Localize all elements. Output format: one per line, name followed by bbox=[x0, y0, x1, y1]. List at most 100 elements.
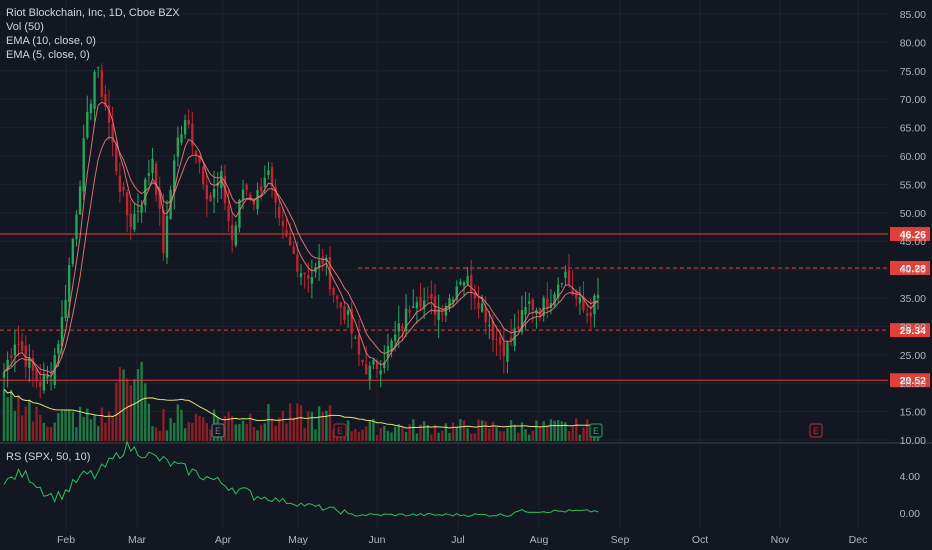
volume-bar bbox=[241, 420, 245, 441]
volume-bar bbox=[162, 408, 165, 441]
price-tick-label: 30.00 bbox=[900, 321, 926, 333]
legend-ema10[interactable]: EMA (10, close, 0) bbox=[6, 35, 96, 47]
candle-body bbox=[71, 239, 74, 265]
candle-body bbox=[531, 299, 534, 310]
candle-body bbox=[556, 284, 560, 298]
volume-bar bbox=[281, 410, 285, 441]
candle-body bbox=[136, 210, 140, 212]
candle-body bbox=[448, 298, 451, 309]
legend-ema5[interactable]: EMA (5, close, 0) bbox=[6, 49, 90, 61]
candle-body bbox=[270, 167, 274, 187]
price-level-badge bbox=[890, 261, 930, 276]
price-tick-label: 25.00 bbox=[900, 350, 926, 362]
candle-body bbox=[567, 269, 571, 284]
volume-bar bbox=[444, 423, 448, 441]
candle-body bbox=[473, 293, 477, 299]
volume-bar bbox=[205, 423, 209, 441]
volume-bar bbox=[6, 397, 9, 441]
candle-body bbox=[288, 236, 292, 246]
volume-bar bbox=[39, 415, 42, 441]
volume-bar bbox=[13, 410, 17, 441]
candle-body bbox=[198, 155, 201, 163]
volume-bar bbox=[346, 420, 350, 441]
price-tick-label: 40.00 bbox=[900, 265, 926, 277]
candle-body bbox=[542, 297, 545, 316]
candle-body bbox=[292, 246, 295, 255]
candle-body bbox=[375, 360, 379, 370]
volume-bar bbox=[477, 419, 480, 441]
candle-body bbox=[89, 103, 93, 114]
candle-body bbox=[278, 206, 281, 218]
time-tick-label: May bbox=[288, 534, 309, 546]
candle-body bbox=[82, 138, 85, 192]
candle-body bbox=[285, 229, 288, 236]
volume-bar bbox=[89, 419, 93, 441]
candle-body bbox=[259, 186, 263, 192]
earnings-marker-label: E bbox=[593, 426, 599, 436]
volume-bar bbox=[158, 430, 161, 441]
earnings-marker-label: E bbox=[215, 426, 221, 436]
time-axis[interactable]: Feb Mar Apr May Jun Jul Aug Sep Oct Nov Dec bbox=[57, 534, 867, 546]
volume-bar bbox=[506, 427, 509, 441]
rs-line bbox=[3, 440, 599, 517]
candle-body bbox=[585, 313, 589, 316]
candle-body bbox=[267, 170, 270, 176]
ema-line-5 bbox=[3, 101, 599, 378]
volume-bar bbox=[491, 421, 495, 441]
earnings-marker-box bbox=[809, 423, 823, 438]
candle-body bbox=[379, 370, 382, 375]
candle-body bbox=[162, 209, 165, 254]
volume-bar bbox=[256, 430, 259, 441]
price-axis[interactable]: 10.00 15.00 20.00 25.00 30.00 35.00 40.00 45.00… bbox=[900, 9, 926, 447]
candle-body bbox=[509, 336, 513, 342]
candle-body bbox=[517, 326, 520, 330]
volume-bar bbox=[187, 422, 190, 441]
volume-bar bbox=[53, 422, 56, 441]
volume-bar bbox=[198, 415, 201, 441]
volume-bar bbox=[546, 425, 549, 441]
volume-bar bbox=[194, 413, 198, 441]
candle-body bbox=[357, 334, 361, 355]
price-level-badge bbox=[890, 373, 930, 388]
candle-body bbox=[75, 214, 78, 240]
earnings-marker-box bbox=[211, 423, 225, 438]
volume-bar bbox=[111, 415, 114, 441]
rs-legend[interactable]: RS (SPX, 50, 10) bbox=[6, 451, 91, 463]
price-level-label: 46.26 bbox=[900, 229, 926, 241]
volume-bar bbox=[303, 427, 306, 441]
candle-body bbox=[422, 300, 426, 309]
candle-body bbox=[480, 303, 484, 312]
candle-body bbox=[28, 357, 31, 368]
volume-bar bbox=[252, 427, 256, 441]
candle-body bbox=[133, 213, 136, 230]
candle-body bbox=[328, 257, 332, 290]
candle-body bbox=[502, 341, 506, 357]
volume-bar bbox=[104, 422, 107, 441]
candle-body bbox=[125, 192, 129, 216]
volume-bar bbox=[430, 434, 433, 441]
volume-bar bbox=[383, 425, 386, 441]
volume-bar bbox=[578, 434, 582, 441]
volume-bar bbox=[17, 394, 20, 441]
candle-body bbox=[520, 310, 524, 333]
candle-body bbox=[524, 307, 527, 315]
legend-volume[interactable]: Vol (50) bbox=[6, 21, 44, 33]
price-tick-label: 20.00 bbox=[900, 378, 926, 390]
rs-pane: 0.00 4.00 bbox=[3, 440, 920, 520]
candle-body bbox=[564, 271, 567, 278]
candle-body bbox=[10, 355, 13, 358]
volume-bar bbox=[234, 424, 237, 441]
volume-bar bbox=[136, 368, 140, 441]
volume-bar bbox=[466, 427, 469, 441]
candle-body bbox=[578, 296, 582, 304]
volume-bar bbox=[292, 417, 295, 441]
candle-body bbox=[354, 337, 357, 339]
volume-bar bbox=[227, 412, 230, 441]
candle-body bbox=[495, 339, 498, 341]
volume-bar bbox=[183, 428, 187, 441]
legend-symbol[interactable]: Riot Blockchain, Inc, 1D, Cboe BZX bbox=[6, 7, 180, 19]
candle-body bbox=[212, 188, 216, 198]
candle-body bbox=[368, 365, 371, 380]
